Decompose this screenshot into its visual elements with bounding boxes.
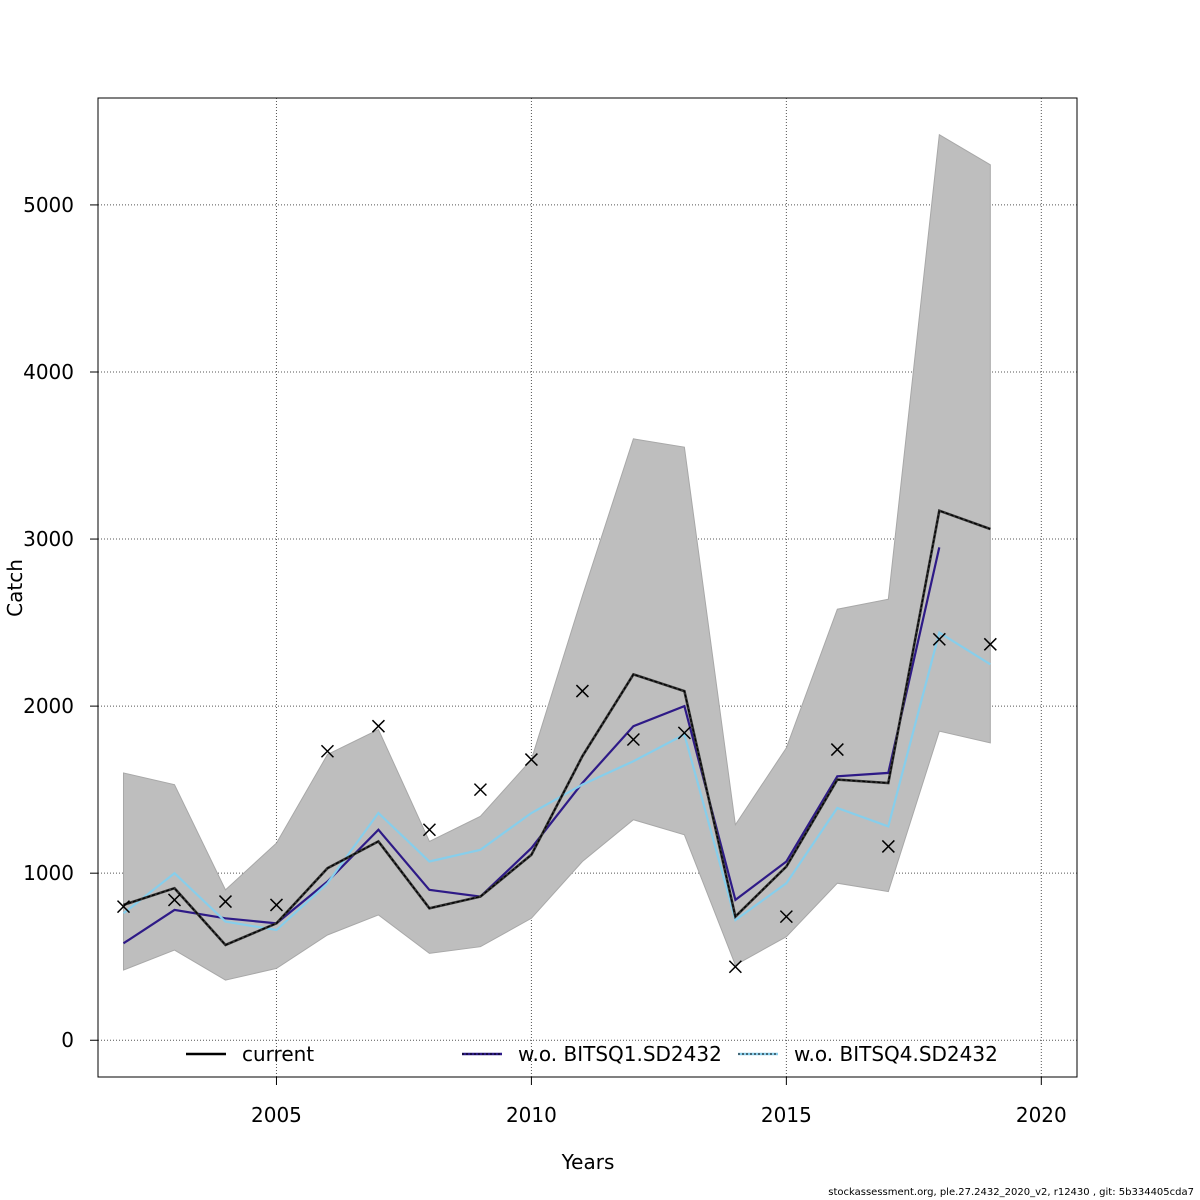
y-tick-label: 4000 <box>23 360 74 384</box>
x-tick-label: 2015 <box>761 1103 812 1127</box>
y-axis: 0 1000 2000 3000 4000 5000 <box>23 193 98 1052</box>
observation-point <box>422 823 436 837</box>
confidence-band-area <box>122 133 991 981</box>
observation-point <box>473 783 487 797</box>
observation-point <box>524 753 538 767</box>
legend-label: current <box>242 1042 314 1066</box>
observation-point <box>167 893 182 907</box>
plot-frame <box>97 97 1078 1078</box>
x-tick-label: 2005 <box>251 1103 302 1127</box>
observation-point <box>779 910 793 924</box>
y-tick-label: 2000 <box>23 694 74 718</box>
observation-point <box>830 743 844 757</box>
x-tick-label: 2010 <box>506 1103 557 1127</box>
observation-point <box>932 632 946 646</box>
y-tick-label: 0 <box>61 1028 74 1052</box>
observation-point <box>116 900 131 914</box>
y-tick-label: 1000 <box>23 861 74 885</box>
legend-item-2: w.o. BITSQ4.SD2432 <box>738 1042 998 1066</box>
legend: current w.o. BITSQ1.SD2432 w.o. BITSQ4.SD2… <box>186 1042 998 1066</box>
observation-point <box>269 898 283 912</box>
observation-point <box>881 839 895 853</box>
observation-point <box>626 732 640 747</box>
observation-point <box>677 726 691 740</box>
legend-label: w.o. BITSQ1.SD2432 <box>518 1042 722 1066</box>
observation-point <box>728 960 742 974</box>
observation-markers <box>116 632 997 974</box>
series-lines <box>122 508 991 947</box>
y-tick-label: 3000 <box>23 527 74 551</box>
observation-point <box>983 637 997 651</box>
legend-label: w.o. BITSQ4.SD2432 <box>794 1042 998 1066</box>
x-axis: 2005 2010 2015 2020 <box>251 1077 1067 1127</box>
observation-point <box>218 895 233 909</box>
observation-point <box>575 684 589 698</box>
observation-point <box>320 744 334 758</box>
x-tick-label: 2020 <box>1016 1103 1067 1127</box>
series-line-w-o-bitsq1 <box>122 547 941 945</box>
footer-credit: stockassessment.org, ple.27.2432_2020_v2… <box>828 1187 1194 1198</box>
x-axis-label: Years <box>561 1150 615 1174</box>
legend-item-1: w.o. BITSQ1.SD2432 <box>462 1042 722 1066</box>
legend-item-0: current <box>186 1042 314 1066</box>
y-tick-label: 5000 <box>23 193 74 217</box>
observation-point <box>371 719 385 733</box>
series-line-current-dotted <box>123 509 991 946</box>
confidence-band <box>122 133 991 981</box>
y-axis-label: Catch <box>3 559 27 617</box>
series-line-w-o-bitsq4 <box>122 630 991 932</box>
